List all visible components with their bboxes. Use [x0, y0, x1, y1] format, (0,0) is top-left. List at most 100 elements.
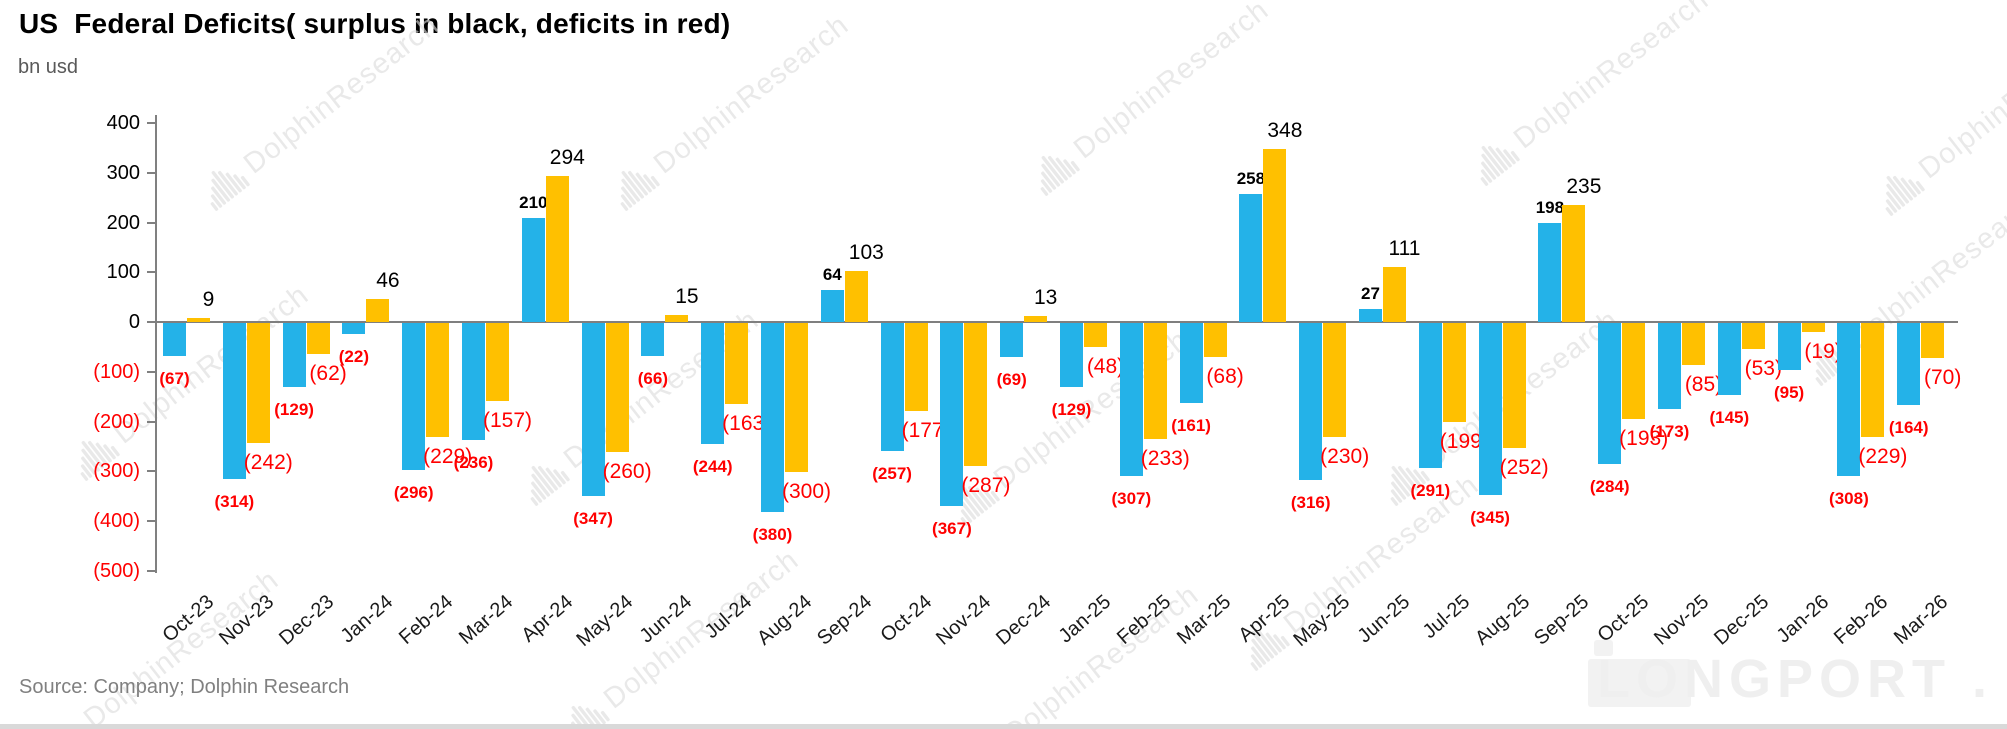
- bar-label-blue-series-Oct-23: (67): [159, 369, 190, 389]
- bar-blue-series-Sep-25: [1538, 223, 1562, 322]
- bar-gold-series-Nov-24: [964, 323, 988, 466]
- dolphin-watermark-text: DolphinResearch: [1913, 13, 2007, 186]
- y-tick-label: (200): [93, 410, 140, 433]
- y-tick-label: 400: [106, 112, 140, 134]
- bar-blue-series-Nov-24: [940, 323, 964, 506]
- bar-label-gold-series-Dec-23: (62): [309, 361, 347, 385]
- bar-label-gold-series-Nov-23: (242): [243, 451, 293, 475]
- bar-blue-series-Sep-24: [820, 290, 844, 322]
- bar-label-gold-series-Jun-24: 15: [675, 284, 699, 308]
- bar-gold-series-Feb-24: [426, 323, 450, 437]
- bar-gold-series-Mar-26: [1921, 323, 1945, 358]
- bar-label-blue-series-Dec-25: (145): [1709, 408, 1750, 428]
- bar-blue-series-May-24: [581, 323, 605, 496]
- y-tick-mark: [147, 171, 155, 174]
- bar-label-blue-series-Dec-23: (129): [274, 400, 314, 420]
- bar-blue-series-Dec-25: [1717, 323, 1741, 396]
- dolphin-watermark-icon: [620, 170, 660, 211]
- bar-label-gold-series-Sep-25: 235: [1566, 175, 1602, 199]
- bar-gold-series-Oct-24: [904, 323, 928, 412]
- bar-blue-series-Jul-25: [1418, 323, 1442, 468]
- dolphin-watermark-icon: [530, 465, 570, 506]
- bar-gold-series-Jun-24: [665, 314, 689, 322]
- bar-label-blue-series-Aug-25: (345): [1470, 507, 1510, 527]
- bar-blue-series-May-25: [1299, 323, 1323, 481]
- page-title: US Federal Deficits( surplus in black, d…: [19, 8, 731, 39]
- bar-blue-series-Mar-24: [462, 323, 485, 441]
- bar-gold-series-Aug-24: [785, 323, 808, 473]
- y-tick-mark: [147, 370, 155, 373]
- dolphin-watermark-icon: [1885, 175, 1925, 216]
- bar-blue-series-Feb-26: [1837, 323, 1861, 477]
- bar-label-gold-series-May-25: (230): [1320, 445, 1370, 469]
- dolphin-watermark-icon: [210, 170, 250, 211]
- bar-label-gold-series-Oct-24: (177): [901, 419, 951, 443]
- bar-label-gold-series-Dec-24: 13: [1034, 285, 1058, 309]
- y-tick-mark: [147, 321, 155, 323]
- bar-blue-series-Feb-25: [1119, 323, 1143, 476]
- dolphin-watermark-text: DolphinResearch: [78, 563, 285, 729]
- y-tick-mark: [147, 122, 155, 124]
- bar-label-gold-series-Feb-26: (229): [1858, 444, 1908, 468]
- bar-label-blue-series-Sep-24: 64: [822, 265, 842, 285]
- bar-gold-series-Jan-26: [1801, 323, 1825, 333]
- bar-gold-series-Jun-25: [1383, 266, 1406, 322]
- bar-gold-series-Nov-25: [1682, 323, 1705, 366]
- zero-baseline: [155, 321, 1958, 323]
- bar-label-blue-series-Feb-24: (296): [393, 483, 434, 503]
- bar-blue-series-Oct-24: [880, 323, 904, 451]
- bar-gold-series-Nov-23: [246, 323, 270, 444]
- bar-label-blue-series-Jan-24: (22): [338, 346, 369, 366]
- bar-label-blue-series-Mar-24: (236): [453, 453, 494, 473]
- bar-blue-series-Oct-25: [1598, 323, 1622, 465]
- y-tick-label: 200: [106, 211, 140, 234]
- bar-label-gold-series-Jul-25: (199): [1439, 430, 1489, 453]
- dolphin-watermark: DolphinResearch: [1464, 0, 1715, 188]
- bar-blue-series-Aug-24: [761, 323, 784, 513]
- bar-label-gold-series-Nov-25: (85): [1684, 373, 1723, 397]
- bar-label-gold-series-Mar-25: (68): [1206, 364, 1244, 388]
- bar-gold-series-Apr-25: [1263, 148, 1287, 322]
- bar-blue-series-Apr-25: [1239, 193, 1263, 322]
- y-tick-mark: [147, 520, 155, 522]
- bar-blue-series-Jul-24: [701, 323, 725, 445]
- bar-label-gold-series-Nov-24: (287): [961, 473, 1011, 497]
- bar-label-blue-series-Mar-25: (161): [1171, 416, 1211, 436]
- logo-block: [1588, 659, 1691, 707]
- logo-block-small: [1594, 640, 1613, 656]
- bar-blue-series-Jan-24: [342, 323, 366, 334]
- bar-gold-series-Oct-25: [1622, 323, 1646, 420]
- bar-blue-series-Feb-24: [402, 323, 426, 471]
- bar-blue-series-Jun-24: [641, 323, 665, 356]
- bar-label-blue-series-Feb-26: (308): [1829, 489, 1869, 509]
- bar-label-gold-series-Aug-25: (252): [1499, 456, 1549, 480]
- y-tick-mark: [147, 420, 155, 423]
- y-tick-label: 300: [106, 161, 140, 184]
- y-tick-label: 0: [128, 311, 140, 333]
- bar-label-gold-series-Jun-25: 111: [1388, 236, 1421, 260]
- bar-gold-series-Jan-25: [1084, 323, 1107, 347]
- bar-blue-series-Nov-23: [222, 323, 246, 480]
- bar-label-blue-series-Feb-25: (307): [1111, 488, 1152, 508]
- bar-gold-series-Aug-25: [1502, 323, 1526, 449]
- bar-label-gold-series-Mar-26: (70): [1924, 365, 1962, 389]
- y-tick-mark: [147, 470, 155, 473]
- bar-label-blue-series-Sep-25: 198: [1535, 198, 1565, 218]
- bar-label-blue-series-Aug-24: (380): [752, 525, 793, 545]
- y-tick-label: (500): [93, 559, 140, 582]
- bar-gold-series-May-25: [1323, 323, 1347, 438]
- bar-label-blue-series-Mar-26: (164): [1888, 417, 1929, 437]
- bar-label-gold-series-Jan-26: (19): [1804, 340, 1842, 364]
- bar-label-blue-series-Apr-24: 210: [519, 192, 548, 212]
- bar-label-blue-series-May-24: (347): [573, 508, 613, 528]
- y-tick-label: (400): [93, 510, 140, 532]
- bar-blue-series-Oct-23: [163, 323, 186, 357]
- dolphin-watermark: DolphinResearch: [1869, 10, 2007, 218]
- bar-blue-series-Jan-26: [1777, 323, 1801, 371]
- bar-label-gold-series-Mar-24: (157): [482, 409, 533, 433]
- bar-label-blue-series-Jun-25: 27: [1361, 283, 1380, 303]
- bar-blue-series-Mar-26: [1897, 323, 1921, 405]
- bar-label-blue-series-Dec-24: (69): [996, 370, 1027, 390]
- y-axis-line: [155, 115, 157, 573]
